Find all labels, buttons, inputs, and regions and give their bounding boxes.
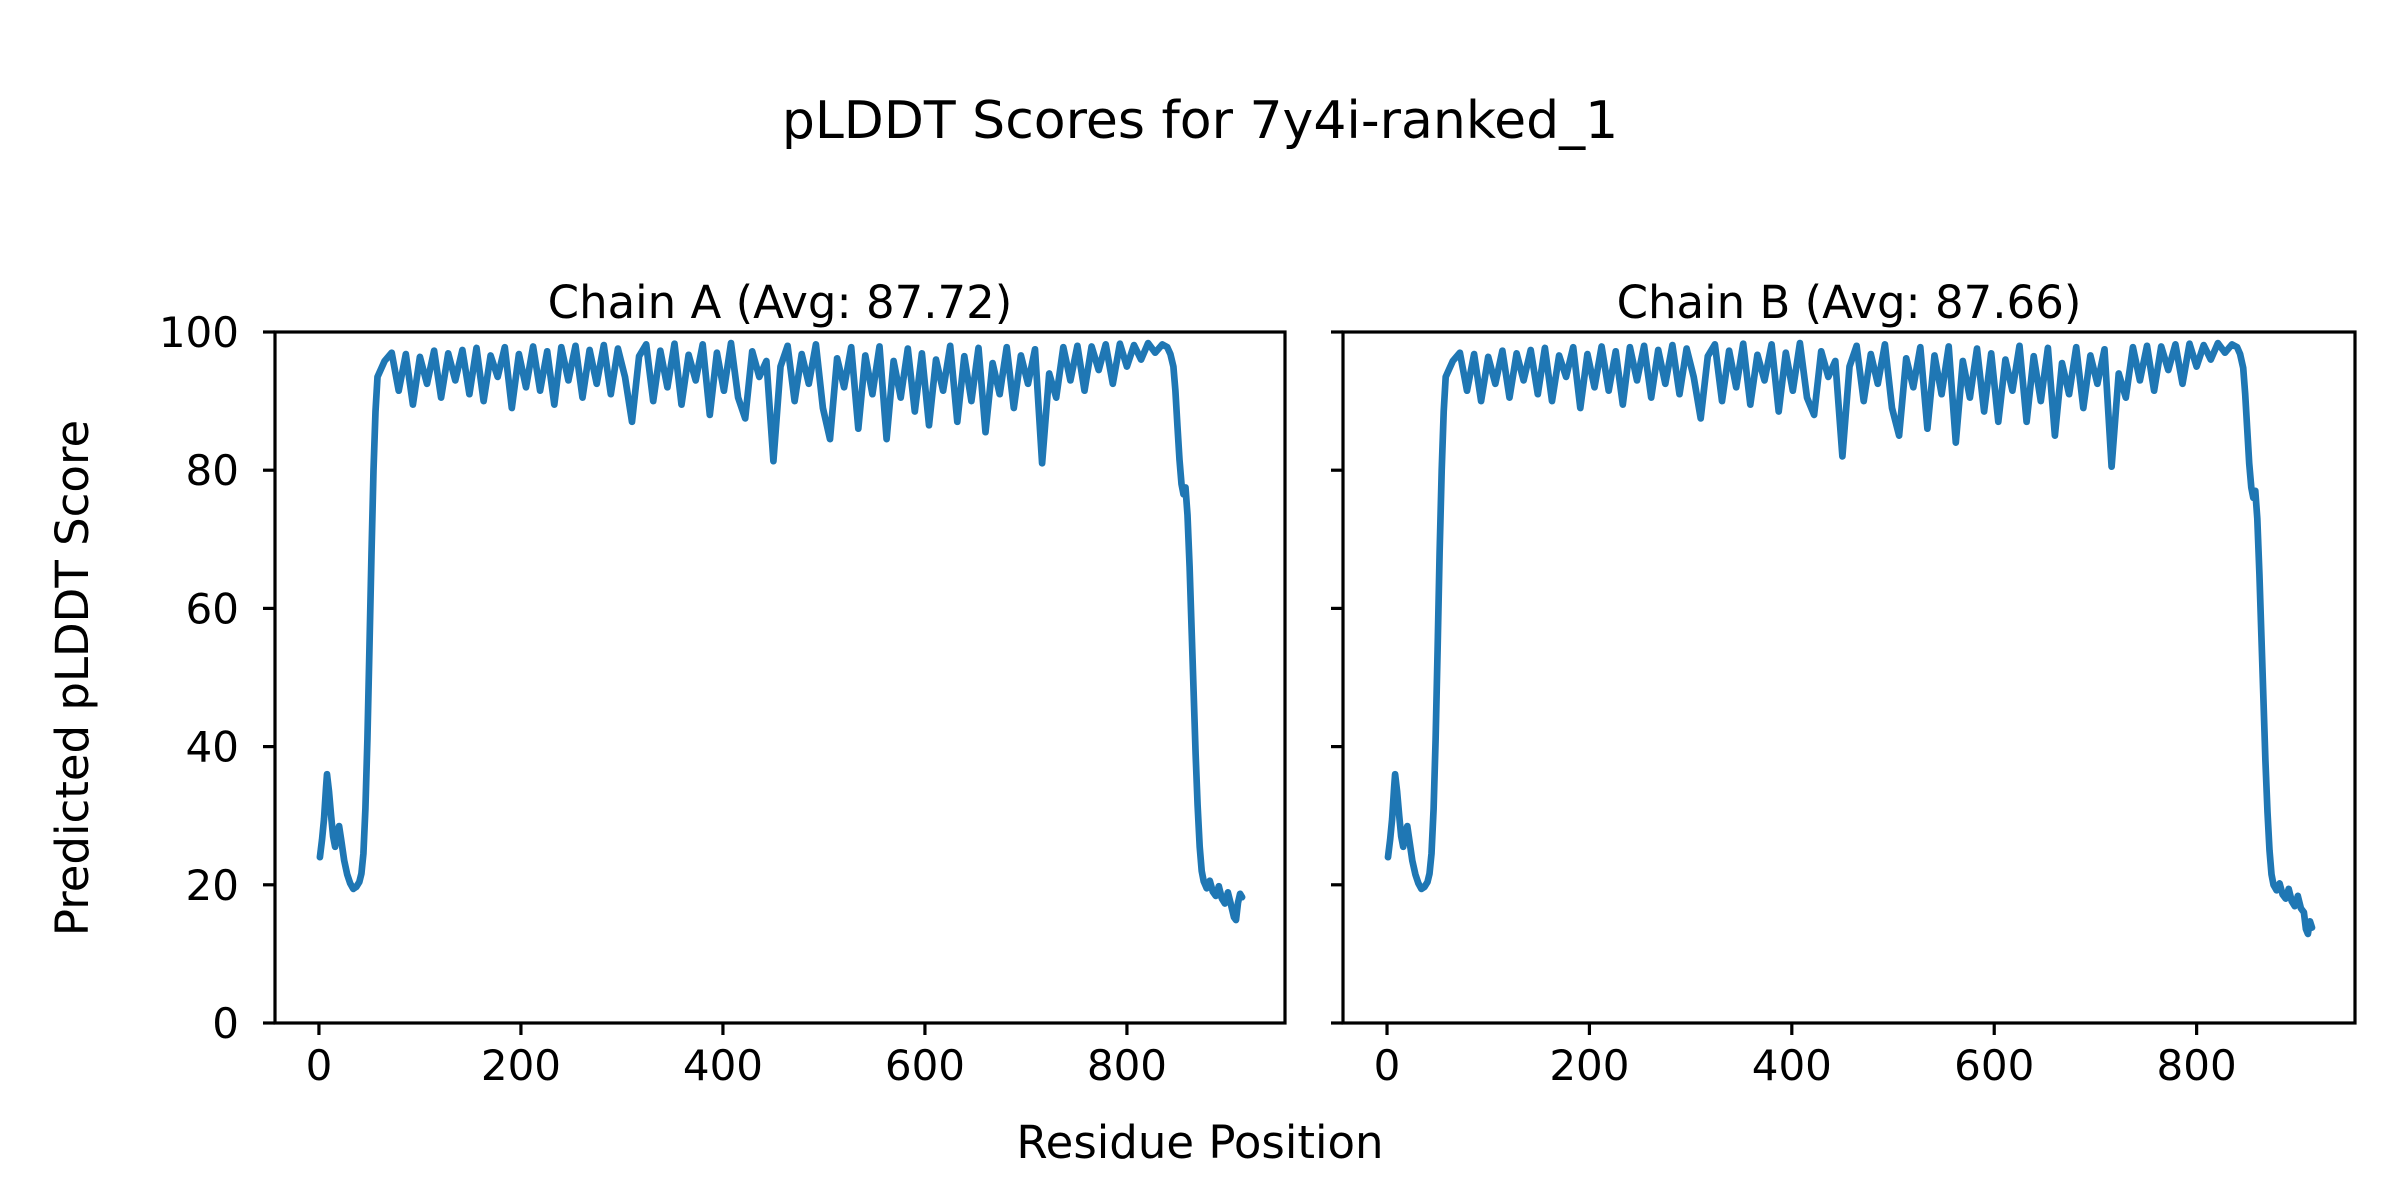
axes-frame-chain-b [1341, 330, 2357, 1025]
subplot-title-chain-b: Chain B (Avg: 87.66) [1617, 276, 2082, 329]
x-tick-label: 0 [1374, 1041, 1401, 1090]
y-tick-label: 80 [186, 446, 239, 495]
x-tick-label: 200 [1549, 1041, 1629, 1090]
plddt-line-chain-a [316, 339, 1246, 924]
subplot-chain-a: Chain A (Avg: 87.72) 0 200 400 600 800 0 20 40 6… [159, 276, 1287, 1090]
x-tick-label: 0 [306, 1041, 333, 1090]
figure-suptitle: pLDDT Scores for 7y4i-ranked_1 [782, 91, 1618, 151]
y-tick-label: 0 [212, 999, 239, 1048]
x-tick-label: 800 [2157, 1041, 2237, 1090]
x-axis-label: Residue Position [1016, 1116, 1383, 1169]
x-tick-label: 600 [1954, 1041, 2034, 1090]
y-tick-label: 40 [186, 723, 239, 772]
ticks-chain-b: 0 200 400 600 800 [1331, 330, 2237, 1090]
subplot-chain-b: Chain B (Avg: 87.66) 0 200 400 600 800 [1331, 276, 2357, 1090]
axes-frame-chain-a [273, 330, 1287, 1025]
x-tick-label: 400 [1752, 1041, 1832, 1090]
plddt-line-chain-b [1384, 339, 2316, 938]
y-tick-label: 100 [159, 308, 239, 357]
subplot-title-chain-a: Chain A (Avg: 87.72) [548, 276, 1013, 329]
x-tick-label: 400 [683, 1041, 763, 1090]
x-tick-label: 200 [481, 1041, 561, 1090]
y-tick-label: 60 [186, 584, 239, 633]
x-tick-label: 600 [885, 1041, 965, 1090]
y-axis-label: Predicted pLDDT Score [46, 420, 99, 936]
x-tick-label: 800 [1087, 1041, 1167, 1090]
y-tick-label: 20 [186, 861, 239, 910]
ticks-chain-a: 0 200 400 600 800 0 20 40 60 80 100 [159, 308, 1167, 1090]
